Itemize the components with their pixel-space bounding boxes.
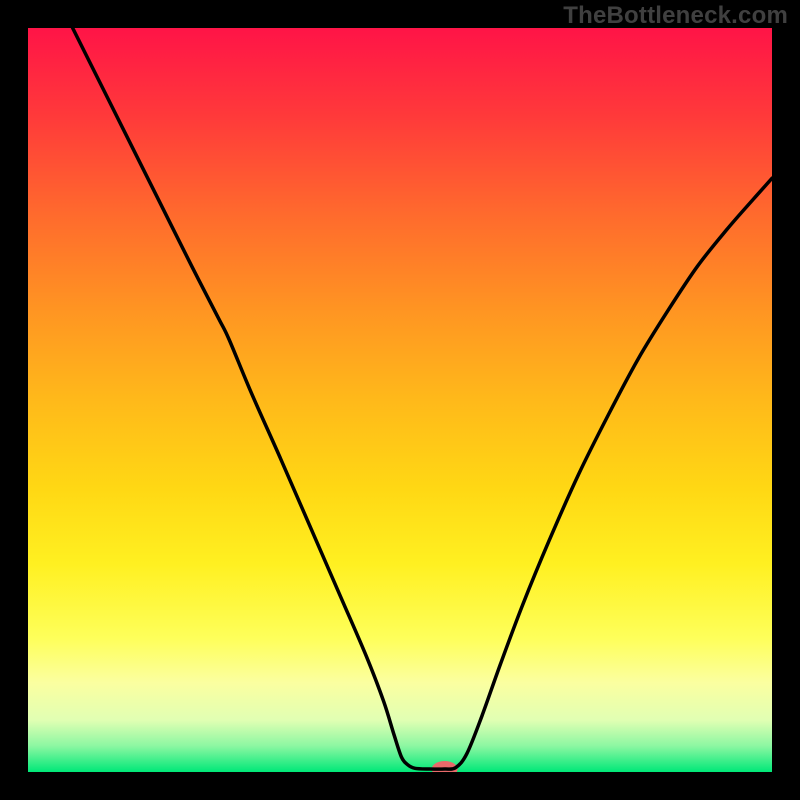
chart-container: TheBottleneck.com (0, 0, 800, 800)
bottleneck-chart (28, 28, 772, 772)
gradient-background (28, 28, 772, 772)
plot-area (28, 28, 772, 772)
watermark-label: TheBottleneck.com (563, 2, 788, 30)
